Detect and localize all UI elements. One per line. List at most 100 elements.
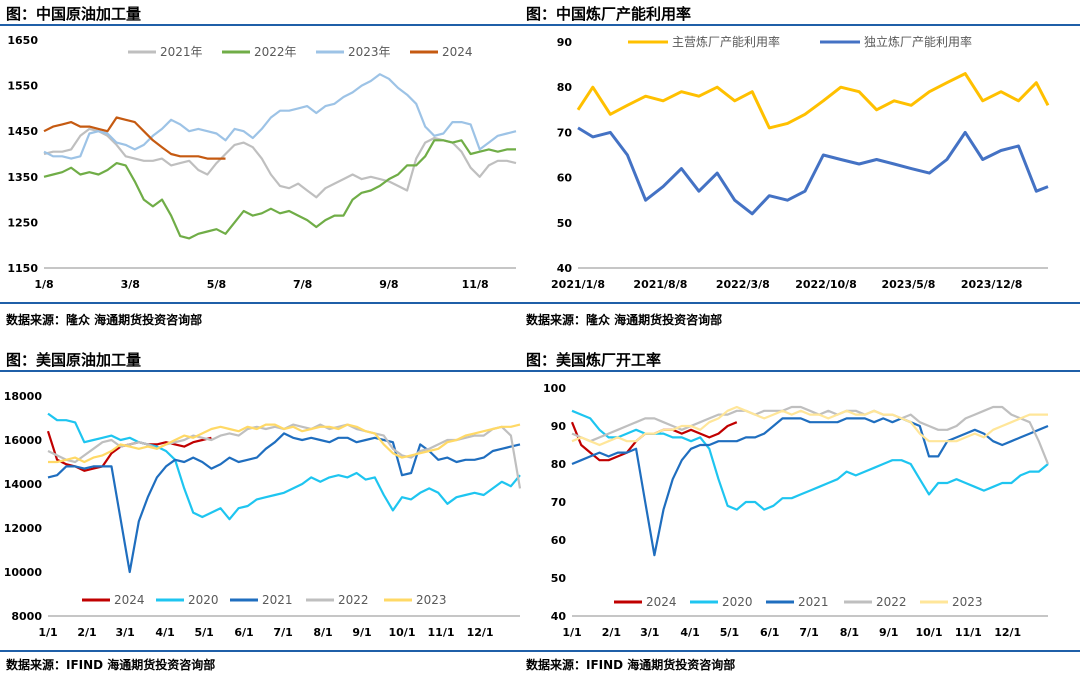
y-tick-label: 40: [551, 610, 567, 623]
x-tick-label: 9/8: [379, 278, 398, 291]
y-tick-label: 70: [551, 496, 567, 509]
panel-china-crude-runs: 图：中国原油加工量 1150 1250 1350 1450 1550 1650 1/8 3/8…: [0, 0, 538, 338]
y-tick-label: 1150: [7, 262, 38, 275]
x-tick-label: 3/1: [640, 626, 659, 639]
x-tick-label: 1/8: [34, 278, 53, 291]
chart-title: 图：美国原油加工量: [6, 351, 142, 369]
y-tick-label: 70: [557, 126, 573, 139]
y-tick-label: 80: [551, 458, 567, 471]
y-tick-label: 90: [551, 420, 567, 433]
legend-label: 2024: [114, 593, 145, 607]
legend-label: 2024: [646, 595, 677, 609]
x-tick-label: 7/8: [293, 278, 312, 291]
panel-china-refinery-utilization: 图：中国炼厂产能利用率 40 50 60 70 80 90 2021/1/8 2021/8/8…: [526, 0, 1080, 338]
legend-label: 2021: [798, 595, 829, 609]
y-tick-label: 90: [557, 36, 573, 49]
legend-label: 主营炼厂产能利用率: [672, 34, 780, 49]
y-tick-label: 60: [551, 534, 567, 547]
series-line-主营炼厂产能利用率: [576, 72, 1050, 130]
y-tick-label: 18000: [4, 390, 43, 403]
x-tick-label: 2023/5/8: [881, 278, 935, 291]
x-tick-label: 8/1: [313, 626, 332, 639]
y-tick-label: 1550: [7, 80, 38, 93]
x-tick-label: 2021/1/8: [551, 278, 605, 291]
x-tick-label: 1/1: [562, 626, 581, 639]
x-tick-label: 12/1: [994, 626, 1021, 639]
x-tick-label: 6/1: [760, 626, 779, 639]
source-divider: [526, 302, 1080, 304]
x-tick-label: 10/1: [916, 626, 943, 639]
y-tick-label: 50: [557, 217, 573, 230]
x-tick-label: 4/1: [680, 626, 699, 639]
legend-label: 2023年: [348, 45, 391, 59]
line-chart-us-crude-runs: 8000 10000 12000 14000 16000 18000 1/1 2/1 3/1 4/…: [4, 390, 522, 639]
series-line-2021: [571, 417, 1049, 557]
legend-label: 2023: [416, 593, 447, 607]
legend-label: 独立炼厂产能利用率: [864, 34, 972, 49]
x-tick-label: 2/1: [77, 626, 96, 639]
line-chart-us-refinery-utilization: 40 50 60 70 80 90 100 1/1 2/1 3/1 4/1 5/1 6/1 7/1 8/1 9…: [543, 382, 1050, 639]
series-line-2024: [43, 116, 226, 160]
x-tick-label: 2/1: [602, 626, 621, 639]
y-tick-label: 12000: [4, 522, 43, 535]
data-source: 数据来源：隆众 海通期货投资咨询部: [6, 313, 203, 327]
x-tick-label: 3/1: [115, 626, 134, 639]
x-tick-label: 11/1: [428, 626, 455, 639]
x-tick-label: 2021/8/8: [633, 278, 687, 291]
title-divider: [526, 370, 1080, 372]
series-line-2021年: [43, 127, 517, 199]
y-tick-label: 14000: [4, 478, 43, 491]
chart-title: 图：中国炼厂产能利用率: [526, 5, 692, 23]
legend-label: 2021年: [160, 45, 203, 59]
x-tick-label: 9/1: [352, 626, 371, 639]
y-tick-label: 10000: [4, 566, 43, 579]
y-tick-label: 40: [557, 262, 573, 275]
source-divider: [0, 650, 538, 652]
panel-us-crude-runs: 图：美国原油加工量 8000 10000 12000 14000 16000 18000 1…: [0, 346, 538, 677]
x-tick-label: 2022/3/8: [716, 278, 770, 291]
series-line-2020: [47, 412, 521, 521]
title-divider: [0, 370, 538, 372]
x-tick-label: 8/1: [840, 626, 859, 639]
x-tick-label: 11/1: [955, 626, 982, 639]
y-tick-label: 16000: [4, 434, 43, 447]
y-tick-label: 100: [543, 382, 566, 395]
x-tick-label: 12/1: [467, 626, 494, 639]
x-tick-label: 5/8: [207, 278, 226, 291]
series-line-2023: [571, 405, 1048, 447]
legend-label: 2020: [722, 595, 753, 609]
x-tick-label: 6/1: [234, 626, 253, 639]
title-divider: [0, 24, 538, 26]
series-line-独立炼厂产能利用率: [577, 126, 1049, 216]
chart-title: 图：中国原油加工量: [6, 5, 142, 23]
panel-us-refinery-utilization: 图：美国炼厂开工率 40 50 60 70 80 90 100 1/1 2/1 3/1 4/1 5/1…: [526, 346, 1080, 677]
legend-label: 2022年: [254, 45, 297, 59]
data-source: 数据来源：IFIND 海通期货投资咨询部: [6, 658, 216, 672]
chart-title: 图：美国炼厂开工率: [526, 351, 662, 369]
legend-label: 2022: [338, 593, 369, 607]
series-line-2023: [48, 423, 521, 464]
y-tick-label: 80: [557, 81, 573, 94]
y-tick-label: 60: [557, 172, 573, 185]
data-source: 数据来源：隆众 海通期货投资咨询部: [526, 313, 723, 327]
x-tick-label: 2022/10/8: [795, 278, 857, 291]
legend-label: 2022: [876, 595, 907, 609]
y-tick-label: 1650: [7, 34, 38, 47]
x-tick-label: 1/1: [38, 626, 57, 639]
x-tick-label: 9/1: [879, 626, 898, 639]
series-line-2023年: [43, 73, 517, 160]
x-tick-label: 2023/12/8: [961, 278, 1023, 291]
x-tick-label: 10/1: [389, 626, 416, 639]
legend-label: 2024: [442, 45, 473, 59]
line-chart-china-refinery-utilization: 40 50 60 70 80 90 2021/1/8 2021/8/8 2022/3/8 2022…: [551, 34, 1050, 291]
x-tick-label: 11/8: [462, 278, 489, 291]
series-line-2022年: [43, 139, 516, 240]
source-divider: [526, 650, 1080, 652]
legend-label: 2020: [188, 593, 219, 607]
line-chart-china-crude-runs: 1150 1250 1350 1450 1550 1650 1/8 3/8 5/8 7/8 9/8 1…: [7, 34, 517, 291]
y-tick-label: 1250: [7, 216, 38, 229]
source-divider: [0, 302, 538, 304]
x-tick-label: 4/1: [155, 626, 174, 639]
y-tick-label: 1450: [7, 125, 38, 138]
y-tick-label: 1350: [7, 171, 38, 184]
